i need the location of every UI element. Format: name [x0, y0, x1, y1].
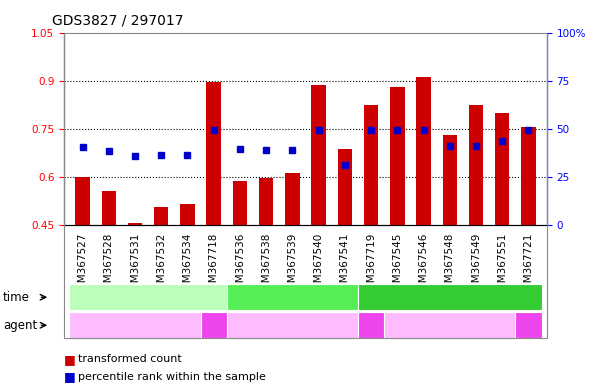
- Bar: [180, 204, 195, 225]
- Bar: [101, 191, 116, 225]
- Text: saline: saline: [200, 321, 227, 330]
- Bar: [233, 182, 247, 225]
- Text: agent: agent: [3, 319, 37, 332]
- Text: transformed count: transformed count: [78, 354, 181, 364]
- Bar: [154, 207, 169, 225]
- Text: GDS3827 / 297017: GDS3827 / 297017: [52, 13, 183, 27]
- Bar: [469, 105, 483, 225]
- Bar: [75, 177, 90, 225]
- Bar: [338, 149, 352, 225]
- Text: pilocarpine: pilocarpine: [417, 319, 483, 332]
- Bar: [390, 87, 404, 225]
- Text: 3 days post-SE: 3 days post-SE: [104, 291, 192, 304]
- Bar: [364, 105, 378, 225]
- Bar: [312, 86, 326, 225]
- Text: pilocarpine: pilocarpine: [260, 319, 325, 332]
- Text: time: time: [3, 291, 30, 304]
- Bar: [207, 82, 221, 225]
- Bar: [285, 174, 299, 225]
- Text: pilocarpine: pilocarpine: [102, 319, 168, 332]
- Bar: [259, 178, 273, 225]
- Bar: [521, 127, 536, 225]
- Text: ■: ■: [64, 370, 76, 383]
- Text: immediate: immediate: [418, 291, 481, 304]
- Text: 7 days post-SE: 7 days post-SE: [249, 291, 336, 304]
- Text: percentile rank within the sample: percentile rank within the sample: [78, 372, 265, 382]
- Text: saline: saline: [515, 321, 542, 330]
- Text: saline: saline: [357, 321, 384, 330]
- Bar: [128, 223, 142, 225]
- Text: ■: ■: [64, 353, 76, 366]
- Bar: [495, 113, 510, 225]
- Bar: [416, 78, 431, 225]
- Bar: [442, 135, 457, 225]
